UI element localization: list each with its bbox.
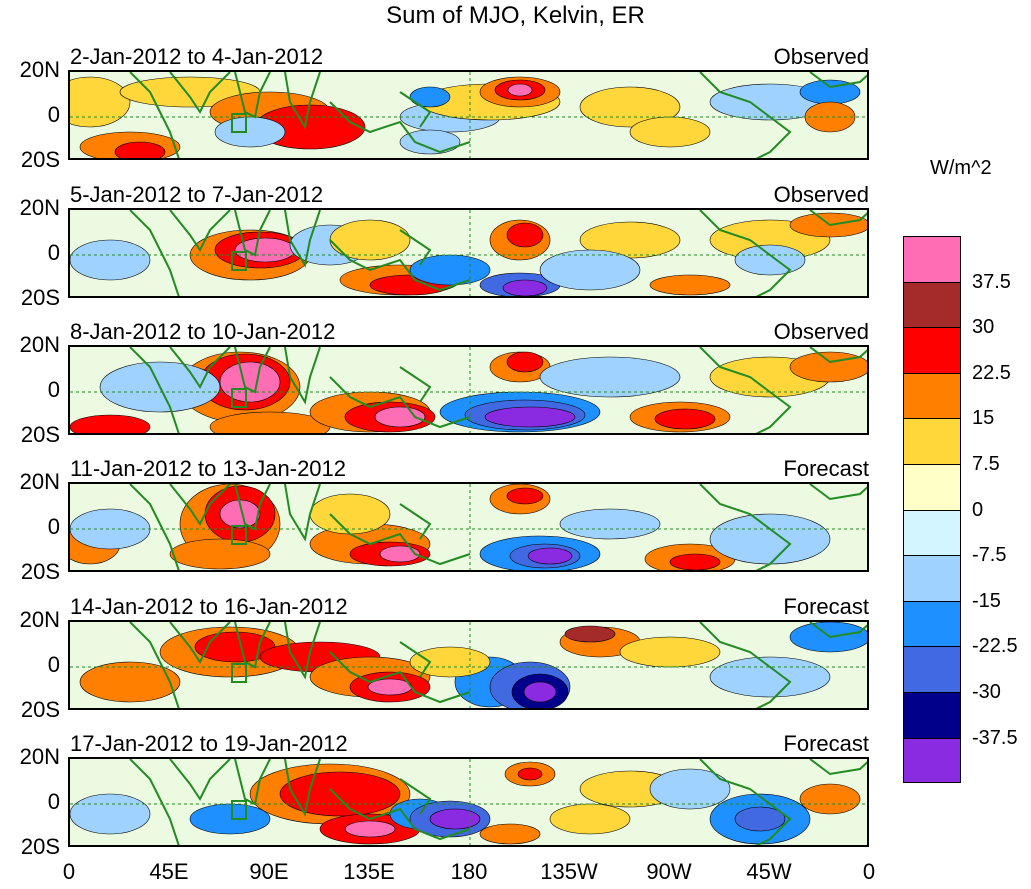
colorbar-swatch [903,372,961,419]
y-tick-label: 0 [47,514,60,539]
panel-date-range: 11-Jan-2012 to 13-Jan-2012 [70,456,347,481]
map-panel-4 [68,482,869,572]
y-tick-label: 0 [47,789,60,814]
colorbar-swatch [903,737,961,784]
colorbar-swatch [903,236,961,282]
colorbar-label: 15 [972,407,995,430]
y-tick-label: 20N [19,744,60,769]
x-tick-label: 135W [540,859,598,884]
panel-status: Observed [773,319,869,344]
map-panel-1 [68,70,869,160]
y-tick-label: 20S [20,147,60,172]
x-tick-label: 0 [62,859,76,884]
map-panel-2 [68,208,869,298]
y-tick-label: 20N [19,57,60,82]
y-tick-label: 0 [47,102,60,127]
colorbar-swatch [903,418,961,464]
y-tick-label: 20N [19,332,60,357]
colorbar-swatch [903,555,961,601]
colorbar-label: -30 [972,681,1001,703]
panel-status: Forecast [783,456,869,481]
y-tick-label: 20S [20,285,60,310]
map-field [70,484,867,570]
y-tick-label: 20N [19,195,60,220]
x-tick-label: 0 [862,859,876,884]
map-field [70,72,867,158]
y-tick-label: 20N [19,469,60,494]
colorbar-swatch [903,691,961,738]
y-tick-label: 0 [47,652,60,677]
x-tick-label: 45E [149,859,189,884]
y-tick-label: 0 [47,377,60,402]
colorbar-label: -37.5 [972,726,1018,749]
y-tick-label: 20S [20,834,60,859]
panel-date-range: 8-Jan-2012 to 10-Jan-2012 [70,319,336,344]
map-field [70,759,867,845]
colorbar-label: 30 [972,316,995,339]
y-tick-label: 20N [19,607,60,632]
colorbar-label: 22.5 [972,361,1011,384]
colorbar-swatch [903,646,961,692]
colorbar-label: 7.5 [972,453,1000,475]
map-panel-5 [68,620,869,710]
map-field [70,347,867,433]
panel-status: Forecast [783,731,869,756]
x-tick-label: 180 [450,859,488,884]
map-field [70,622,867,708]
panel-date-range: 2-Jan-2012 to 4-Jan-2012 [70,44,324,69]
colorbar-swatch [903,600,961,647]
colorbar-label: 37.5 [972,270,1011,293]
x-tick-label: 45W [746,859,792,884]
y-tick-label: 20S [20,559,60,584]
y-tick-label: 20S [20,422,60,447]
panel-date-range: 17-Jan-2012 to 19-Jan-2012 [70,731,348,756]
panel-status: Observed [773,182,869,207]
panel-status: Observed [773,44,869,69]
panel-date-range: 5-Jan-2012 to 7-Jan-2012 [70,182,324,207]
x-tick-label: 135E [343,859,395,884]
map-field [70,210,867,296]
panel-status: Forecast [783,594,869,619]
y-tick-label: 0 [47,240,60,265]
x-tick-label: 90W [646,859,692,884]
map-panel-6 [68,757,869,847]
colorbar-label: -15 [972,589,1001,612]
colorbar-label: -7.5 [972,544,1007,567]
panel-date-range: 14-Jan-2012 to 16-Jan-2012 [70,594,348,619]
figure-title: Sum of MJO, Kelvin, ER [386,2,645,29]
colorbar-swatch [903,281,961,328]
x-tick-label: 90E [249,859,289,884]
colorbar-unit: W/m^2 [930,157,992,179]
colorbar-swatch [903,327,961,373]
colorbar-swatch [903,509,961,556]
colorbar-label: -22.5 [972,635,1018,658]
y-tick-label: 20S [20,697,60,722]
colorbar [903,236,961,784]
map-panel-3 [68,345,869,435]
colorbar-label: 0 [972,498,984,521]
colorbar-swatch [903,463,961,510]
